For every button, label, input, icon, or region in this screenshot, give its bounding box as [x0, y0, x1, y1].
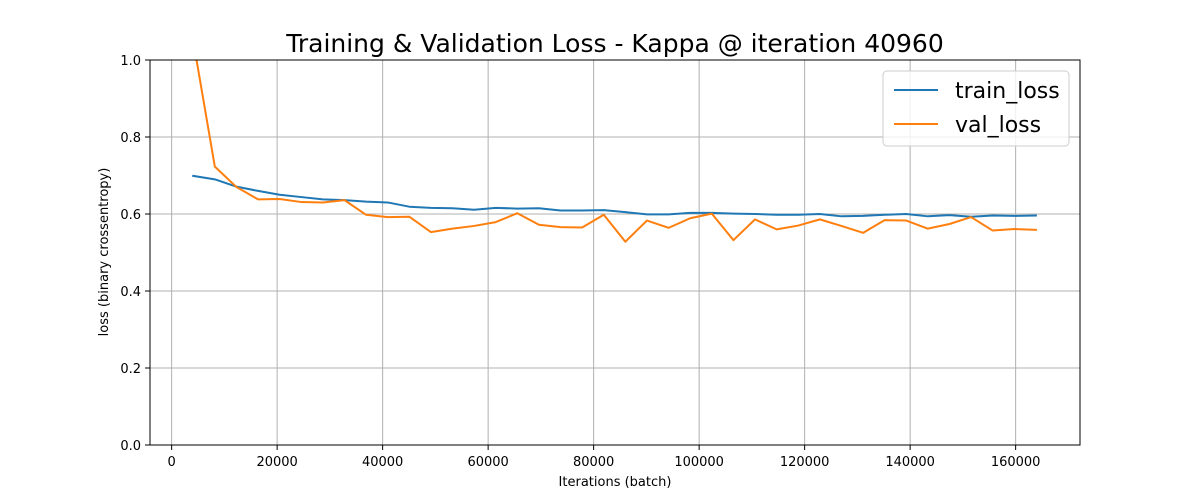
y-tick-label: 0.4: [120, 285, 141, 300]
chart-title: Training & Validation Loss - Kappa @ ite…: [285, 29, 944, 58]
x-tick-label: 160000: [991, 455, 1041, 470]
x-tick-label: 20000: [256, 455, 297, 470]
plot-frame: [149, 59, 1081, 446]
y-tick-label: 0.2: [120, 362, 141, 377]
y-tick-label: 1.0: [120, 54, 141, 69]
val-loss-line: [195, 60, 1037, 243]
y-tick-label: 0.6: [120, 208, 141, 223]
series-layer: [192, 60, 1037, 243]
x-tick-label: 40000: [362, 455, 403, 470]
x-tick-label: 140000: [885, 455, 935, 470]
x-axis-label: Iterations (batch): [559, 475, 672, 490]
legend-label-train-loss: train_loss: [955, 79, 1060, 104]
axis-ticks: 0 20000 40000 60000 80000 100000 120000 140000 1…: [120, 54, 1040, 470]
train-loss-line: [192, 174, 1037, 218]
x-tick-label: 0: [167, 455, 175, 470]
legend-label-val-loss: val_loss: [955, 113, 1041, 138]
x-tick-label: 120000: [780, 455, 830, 470]
x-tick-label: 80000: [573, 455, 614, 470]
x-tick-label: 100000: [674, 455, 724, 470]
legend: train_loss val_loss: [882, 70, 1070, 147]
x-tick-label: 60000: [467, 455, 508, 470]
y-tick-label: 0.8: [120, 131, 141, 146]
y-axis-label: loss (binary crossentropy): [97, 168, 112, 337]
y-tick-label: 0.0: [120, 439, 141, 454]
